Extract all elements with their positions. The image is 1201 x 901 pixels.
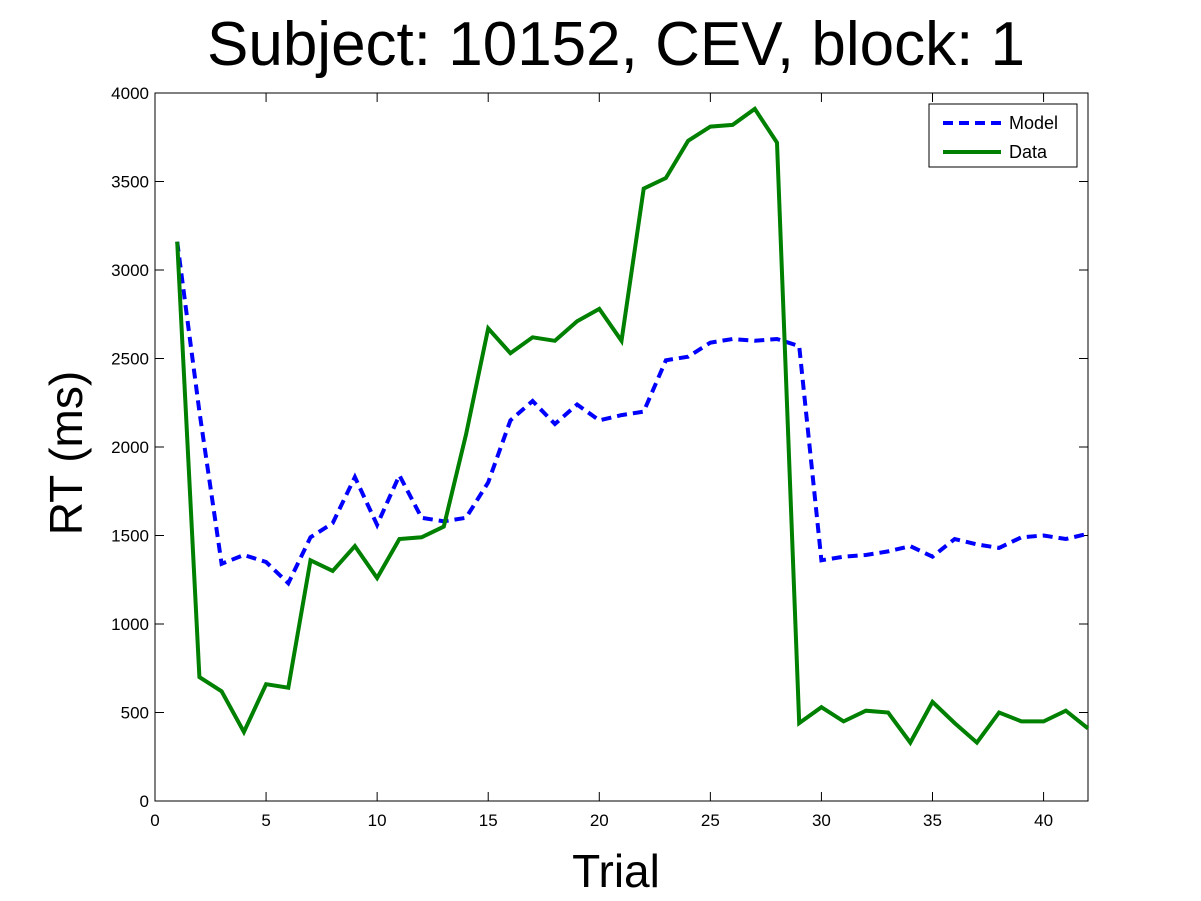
x-axis-label: Trial [572,845,660,897]
y-tick-label: 2000 [111,438,149,457]
series-line-model [175,241,1089,587]
series-lines [175,106,1090,747]
y-tick-label: 0 [140,792,149,811]
legend: Model Data [928,103,1078,168]
y-tick-label: 2500 [111,350,149,369]
x-tick-label: 5 [261,811,270,830]
legend-label-data: Data [1009,142,1048,162]
y-tick-label: 1500 [111,527,149,546]
y-axis-label: RT (ms) [40,371,92,535]
x-tick-label: 0 [150,811,159,830]
y-tick-label: 4000 [111,84,149,103]
legend-label-model: Model [1009,113,1058,133]
x-tick-label: 25 [701,811,720,830]
x-tick-label: 10 [368,811,387,830]
x-tick-label: 40 [1034,811,1053,830]
y-tick-label: 1000 [111,615,149,634]
x-tick-label: 20 [590,811,609,830]
axes: 0 5 10 15 20 25 30 35 40 0 500 1000 1500 2000 2500 3000… [111,84,1089,830]
legend-box [928,103,1078,168]
x-tick-label: 30 [812,811,831,830]
chart-title: Subject: 10152, CEV, block: 1 [207,10,1025,79]
y-tick-label: 500 [121,704,149,723]
y-tick-label: 3000 [111,261,149,280]
y-tick-label: 3500 [111,173,149,192]
plot-frame [154,92,1089,802]
series-line-data [175,106,1090,747]
x-tick-label: 35 [923,811,942,830]
x-tick-label: 15 [479,811,498,830]
